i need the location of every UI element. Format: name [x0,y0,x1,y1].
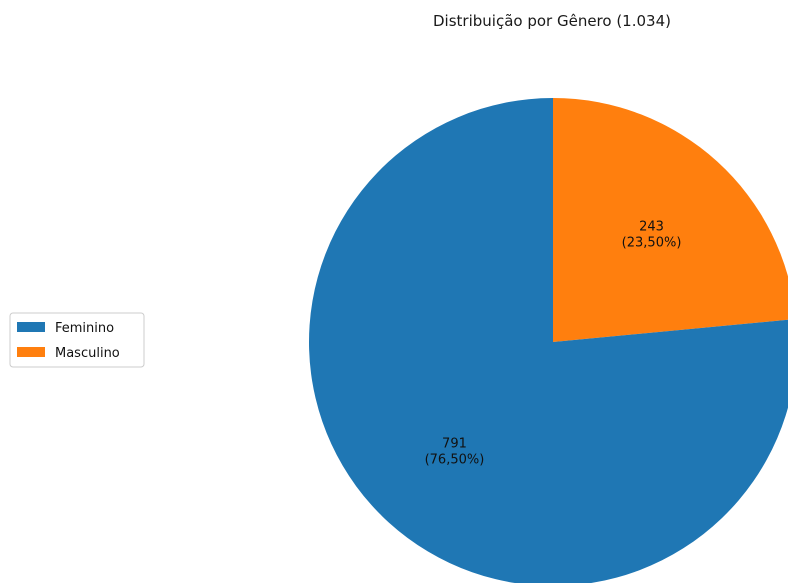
slice-value-feminino: 791 [442,436,467,451]
pie-slice-labels: 243(23,50%) 791(76,50%) [425,220,682,468]
legend-label-feminino: Feminino [55,321,114,336]
slice-value-masculino: 243 [639,220,664,235]
slice-percent-masculino: (23,50%) [622,236,682,251]
legend-swatch-feminino [17,322,45,332]
pie-slice-feminino [309,98,788,583]
slice-percent-feminino: (76,50%) [425,452,485,467]
legend-label-masculino: Masculino [55,346,120,361]
legend-swatch-masculino [17,347,45,357]
legend: Feminino Masculino [9,312,145,368]
pie-slice-masculino [553,98,788,342]
chart-title: Distribuição por Gênero (1.034) [433,12,671,30]
pie-slices [309,98,788,583]
